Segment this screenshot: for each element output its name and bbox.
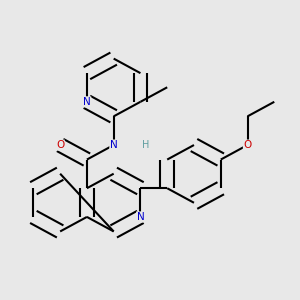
Text: N: N xyxy=(136,212,144,222)
Text: N: N xyxy=(83,97,91,107)
Text: N: N xyxy=(110,140,118,150)
Text: H: H xyxy=(142,140,150,150)
Text: O: O xyxy=(56,140,64,150)
Text: O: O xyxy=(243,140,252,150)
